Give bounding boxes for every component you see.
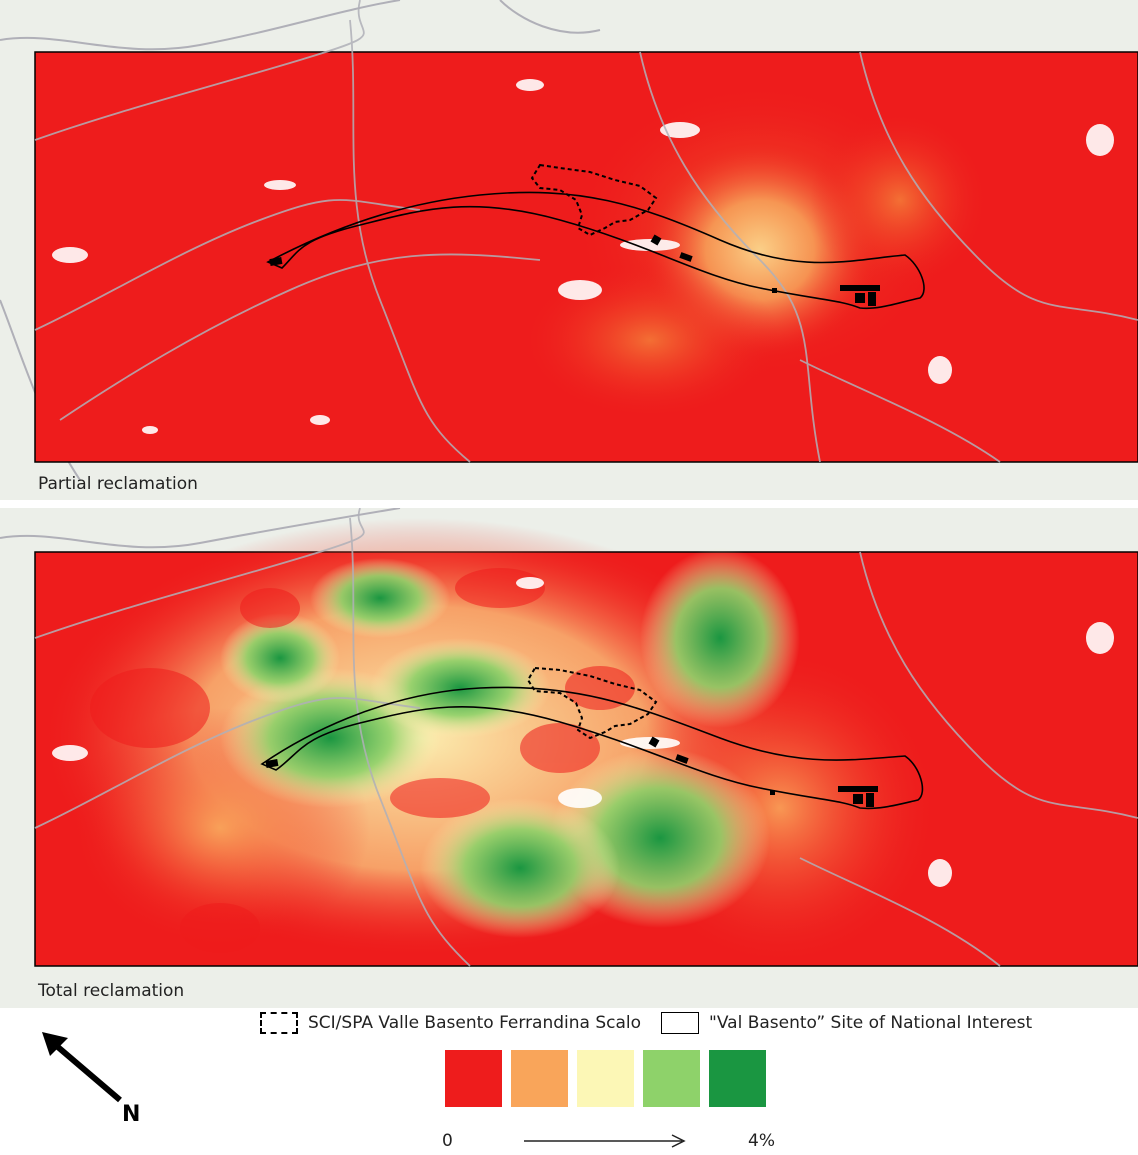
scale-swatch-1 bbox=[445, 1050, 502, 1107]
scale-swatch-5 bbox=[709, 1050, 766, 1107]
red-patches bbox=[90, 568, 635, 953]
scale-swatch-3 bbox=[577, 1050, 634, 1107]
color-scale bbox=[445, 1050, 775, 1107]
industrial-blocks bbox=[265, 736, 878, 807]
road-network bbox=[34, 0, 1138, 463]
sci-spa-legend-label: SCI/SPA Valle Basento Ferrandina Scalo bbox=[308, 1013, 642, 1033]
scale-min-label: 0 bbox=[442, 1131, 453, 1151]
map-partial-reclamation bbox=[0, 0, 1138, 500]
road-network bbox=[34, 508, 1138, 967]
scale-max-label: 4% bbox=[748, 1131, 775, 1151]
sin-boundary bbox=[260, 686, 924, 810]
scale-swatch-4 bbox=[643, 1050, 700, 1107]
partial-reclamation-label: Partial reclamation bbox=[38, 474, 198, 494]
urban-patches bbox=[52, 79, 1114, 434]
scale-arrow-icon bbox=[524, 1134, 686, 1148]
industrial-blocks bbox=[269, 234, 880, 306]
scale-swatch-2 bbox=[511, 1050, 568, 1107]
sin-legend-label: "Val Basento” Site of National Interest bbox=[709, 1013, 1033, 1033]
boundary-legend: SCI/SPA Valle Basento Ferrandina Scalo "… bbox=[260, 1012, 1048, 1034]
map-total-canvas bbox=[0, 508, 1138, 1008]
sci-spa-boundary bbox=[530, 163, 658, 237]
map-total-reclamation bbox=[0, 508, 1138, 1008]
total-reclamation-label: Total reclamation bbox=[38, 981, 185, 1001]
sci-spa-boundary bbox=[526, 666, 658, 740]
sin-swatch bbox=[661, 1012, 700, 1034]
map-partial-canvas bbox=[0, 0, 1138, 500]
north-arrow-icon bbox=[42, 1032, 122, 1103]
sci-spa-swatch bbox=[260, 1012, 298, 1034]
sin-boundary bbox=[266, 191, 925, 310]
north-label: N bbox=[122, 1102, 141, 1127]
